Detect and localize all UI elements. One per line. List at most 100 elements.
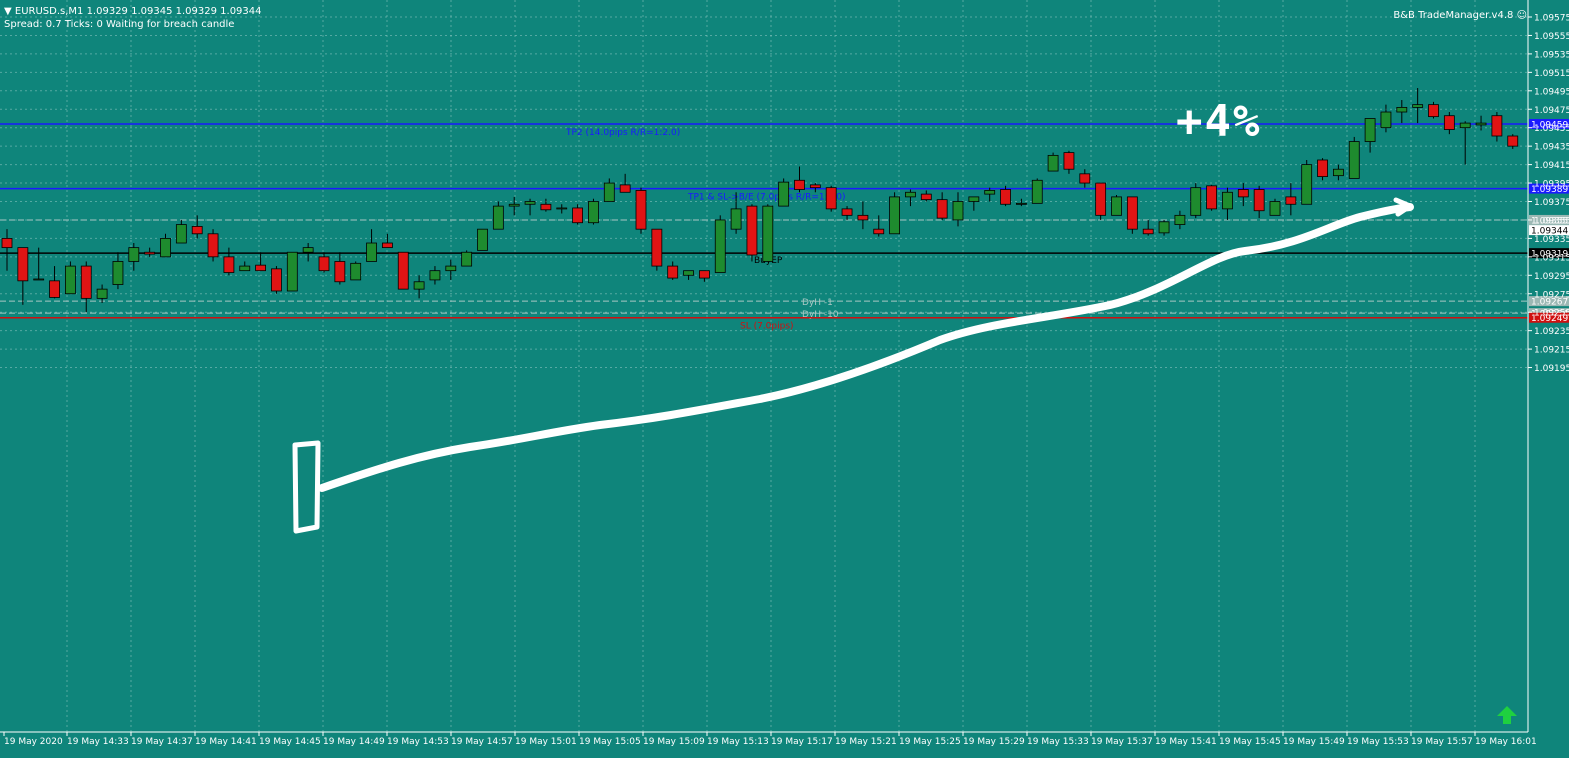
candle-body <box>540 203 552 211</box>
candle-body <box>334 261 346 283</box>
candle-body <box>1047 154 1059 172</box>
y-tick-label: 1.09555 <box>1534 32 1569 42</box>
x-tick-label: 19 May 14:41 <box>195 737 257 747</box>
candle-body <box>683 270 694 276</box>
candle-body <box>49 280 60 298</box>
candle-body <box>1333 168 1344 177</box>
y-tick-label: 1.09515 <box>1534 69 1569 79</box>
y-tick-label: 1.09295 <box>1534 272 1569 282</box>
candle-body <box>1396 107 1408 113</box>
candle-body <box>1443 115 1455 130</box>
candle-body <box>1111 196 1122 216</box>
candle-body <box>1253 189 1265 212</box>
candle-body <box>1206 185 1217 210</box>
hand-drawn-trend-arrow <box>318 203 1414 492</box>
candle-body <box>936 199 948 219</box>
x-tick-label: 19 May 15:45 <box>1219 737 1281 747</box>
candle-body <box>461 251 473 267</box>
x-tick-label: 19 May 15:05 <box>579 737 641 747</box>
candle-body <box>873 228 885 235</box>
candle-body <box>1 237 13 249</box>
candle-body <box>1428 104 1439 118</box>
x-tick-label: 19 May 15:13 <box>707 737 769 747</box>
x-tick-label: 19 May 16:01 <box>1475 737 1537 747</box>
y-tick-label: 1.09495 <box>1534 87 1569 97</box>
candle-body <box>318 256 330 272</box>
candle-body <box>207 233 219 258</box>
candle-body <box>112 261 124 285</box>
y-tick-label: 1.09195 <box>1534 364 1569 374</box>
candle-body <box>1000 189 1011 205</box>
candle-body <box>223 256 235 273</box>
candle-body <box>603 182 615 202</box>
candle-body <box>1158 221 1170 234</box>
candle-body <box>984 190 996 195</box>
candle-body <box>1142 228 1154 235</box>
x-tick-label: 19 May 15:17 <box>771 737 833 747</box>
candle-body <box>524 201 536 205</box>
candle-body <box>1031 179 1043 204</box>
candle-body <box>1079 173 1091 184</box>
x-tick-label: 19 May 14:45 <box>259 737 321 747</box>
candle-body <box>271 268 282 292</box>
x-tick-label: 19 May 14:53 <box>387 737 449 747</box>
arrow-head <box>1393 197 1413 217</box>
y-tick-label: 1.09375 <box>1534 198 1569 208</box>
trade-level-label: TP1 & SL->B/E (7.0pips R/R=1:1.0) <box>687 193 845 203</box>
candle-body <box>1016 202 1027 205</box>
y-tick-label: 1.09435 <box>1534 143 1569 153</box>
candle-body <box>144 251 156 255</box>
candle-body <box>1475 122 1487 126</box>
symbol-quote-text: EURUSD.s,M1 1.09329 1.09345 1.09329 1.09… <box>14 6 262 17</box>
candle-body <box>366 242 377 262</box>
candle-body <box>1237 189 1249 198</box>
y-tick-label: 1.09275 <box>1534 290 1569 300</box>
green-up-arrow-icon[interactable] <box>1497 706 1517 724</box>
dashed-level-tag-text: 1.09267 <box>1531 298 1568 308</box>
dashed-level-label: DyH -1 <box>802 298 833 308</box>
x-tick-label: 19 May 15:57 <box>1411 737 1473 747</box>
candle-body <box>1301 164 1313 205</box>
dashed-level-label: DyH -10 <box>802 310 839 320</box>
y-tick-label: 1.09335 <box>1534 235 1569 245</box>
x-tick-label: 19 May 15:33 <box>1027 737 1089 747</box>
candle-body <box>920 193 932 201</box>
x-tick-label: 19 May 14:37 <box>131 737 193 747</box>
y-tick-label: 1.09475 <box>1534 106 1569 116</box>
candle-body <box>699 270 710 279</box>
trade-level-label: SL (7.0pips) <box>740 322 794 332</box>
collapse-triangle-icon[interactable]: ▼ <box>4 6 15 17</box>
y-tick-label: 1.09235 <box>1534 327 1569 337</box>
y-tick-label: 1.09215 <box>1534 346 1569 356</box>
annotation-layer <box>292 197 1517 724</box>
candle-body <box>286 251 298 292</box>
profit-note: +4% <box>1176 96 1262 147</box>
trade-level-tag <box>1529 119 1569 130</box>
candle-body <box>65 265 76 295</box>
symbol-info-line: ▼ EURUSD.s,M1 1.09329 1.09345 1.09329 1.… <box>4 6 262 17</box>
y-tick-label: 1.09255 <box>1534 309 1569 319</box>
candle-body <box>1364 118 1376 142</box>
y-tick-label: 1.09575 <box>1534 14 1569 24</box>
x-tick-label: 19 May 15:29 <box>963 737 1025 747</box>
candle-body <box>508 203 520 207</box>
trade-level-tag-text: 1.09459 <box>1531 121 1568 131</box>
trade-level-tag-text: 1.09249 <box>1531 314 1568 324</box>
candle-body <box>191 226 203 235</box>
dashed-level-tag <box>1529 214 1569 225</box>
candle-body <box>1063 152 1075 170</box>
candle-body <box>381 242 393 249</box>
candle-body <box>1491 115 1503 137</box>
candle-body <box>1126 196 1138 230</box>
candle-body <box>429 270 441 281</box>
candle-body <box>825 187 837 210</box>
x-tick-label: 19 May 14:49 <box>323 737 385 747</box>
candle-body <box>445 265 457 272</box>
candle-body <box>714 219 726 273</box>
trade-level-tag-text: 1.09389 <box>1531 185 1568 195</box>
candle-body <box>477 228 488 251</box>
dashed-level-tag <box>1529 296 1569 307</box>
